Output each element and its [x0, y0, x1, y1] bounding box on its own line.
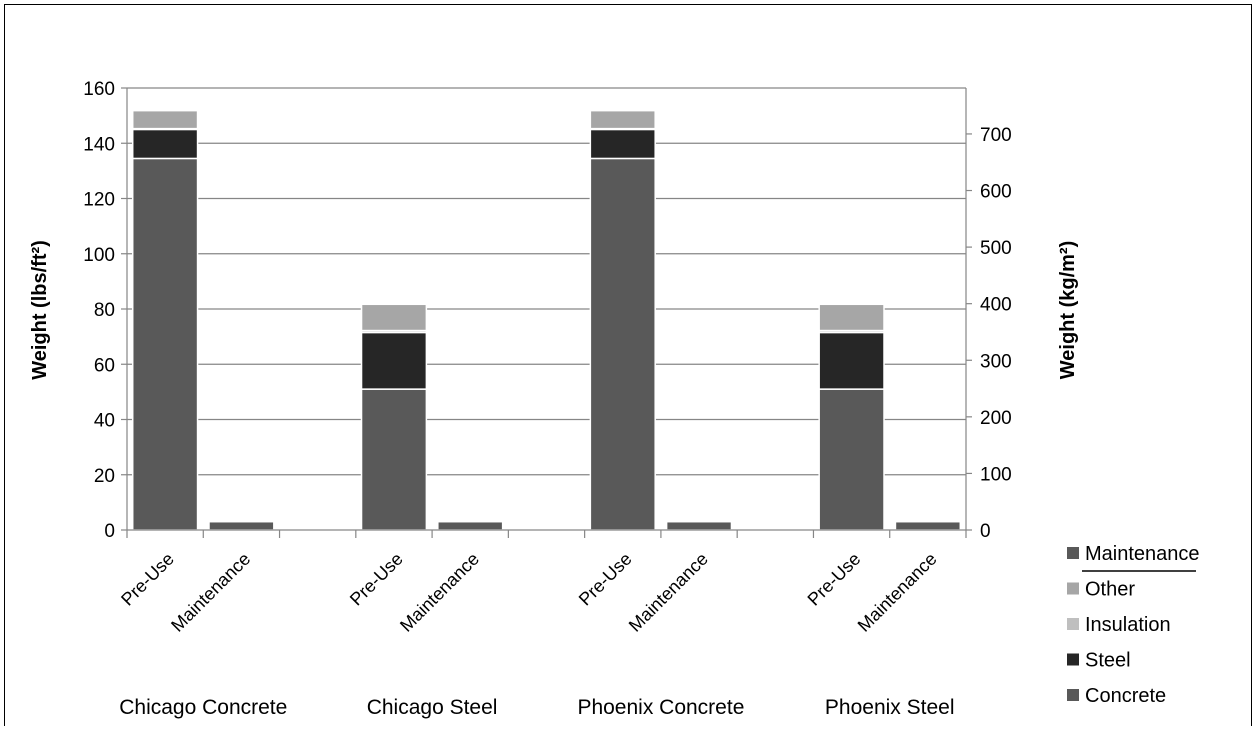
y-tick-label: 40 — [94, 411, 115, 432]
y2-tick-label: 100 — [980, 464, 1012, 485]
y-tick-label: 80 — [94, 300, 115, 321]
x-group-label: Chicago Concrete — [119, 696, 287, 719]
bar-segment-other — [818, 303, 885, 332]
x-group-label: Phoenix Steel — [825, 696, 955, 719]
y-axis-title: Weight (lbs/ft²) — [29, 240, 51, 380]
legend-label: Concrete — [1085, 685, 1166, 707]
legend-label: Other — [1085, 579, 1135, 601]
bar-segment-other — [589, 109, 656, 130]
bar-segment-concrete — [589, 157, 656, 531]
y2-tick-label: 600 — [980, 182, 1012, 203]
y-tick-label: 100 — [83, 245, 115, 266]
y-tick-label: 160 — [83, 79, 115, 100]
legend-swatch — [1067, 582, 1079, 595]
y-tick-label: 120 — [83, 190, 115, 211]
x-bar-label: Pre-Use — [346, 549, 407, 610]
legend-swatch — [1067, 547, 1079, 559]
x-group-label: Phoenix Concrete — [577, 696, 744, 719]
bar-segment-concrete — [360, 388, 428, 531]
y2-tick-label: 200 — [980, 408, 1012, 429]
x-bar-label: Maintenance — [625, 549, 712, 636]
bar-segment-steel — [818, 331, 885, 390]
bar-segment-other — [131, 109, 199, 130]
bar-segment-steel — [589, 128, 656, 160]
bar-segment-maintenance — [665, 520, 733, 531]
y2-tick-label: 700 — [980, 125, 1012, 146]
y2-tick-label: 500 — [980, 238, 1012, 259]
y2-axis-title: Weight (kg/m²) — [1057, 241, 1079, 380]
bar-segment-steel — [360, 331, 428, 390]
y2-tick-label: 0 — [980, 521, 991, 542]
bar-segment-other — [360, 303, 428, 332]
legend-swatch — [1067, 689, 1079, 701]
y2-tick-label: 400 — [980, 295, 1012, 316]
legend-swatch — [1067, 618, 1079, 630]
x-bar-label: Maintenance — [167, 549, 254, 636]
bar-segment-steel — [131, 128, 199, 160]
bar-segment-maintenance — [208, 520, 275, 531]
x-bar-label: Pre-Use — [804, 549, 865, 610]
legend-label: Maintenance — [1085, 543, 1200, 565]
y-tick-label: 140 — [83, 134, 115, 155]
chart-frame — [4, 4, 1252, 726]
legend-label: Insulation — [1085, 614, 1171, 636]
y2-tick-label: 300 — [980, 351, 1012, 372]
bar-segment-maintenance — [894, 520, 962, 531]
bar-segment-maintenance — [437, 520, 504, 531]
x-bar-label: Maintenance — [854, 549, 941, 636]
x-bar-label: Maintenance — [396, 549, 483, 636]
legend-swatch — [1067, 653, 1079, 666]
bar-segment-concrete — [818, 388, 885, 531]
x-bar-label: Pre-Use — [117, 549, 178, 610]
y-tick-label: 0 — [104, 521, 115, 542]
legend-label: Steel — [1085, 650, 1131, 672]
y-tick-label: 60 — [94, 355, 115, 376]
x-bar-label: Pre-Use — [575, 549, 636, 610]
x-group-label: Chicago Steel — [367, 696, 498, 719]
bar-segment-concrete — [131, 157, 199, 531]
y-tick-label: 20 — [94, 466, 115, 487]
